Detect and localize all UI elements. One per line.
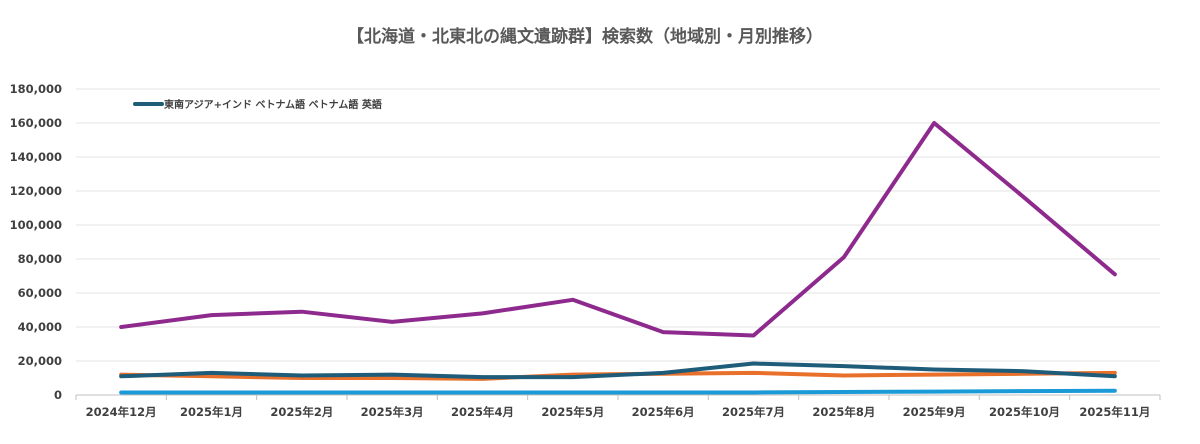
x-tick-label: 2025年3月 — [361, 405, 424, 419]
series-lines — [119, 121, 1117, 395]
series-line-purple — [119, 121, 1117, 338]
x-axis: 2024年12月 2025年1月 2025年2月 2025年3月 2025年4月 2025… — [75, 395, 1161, 419]
x-tick-label: 2025年9月 — [903, 405, 966, 419]
legend-label: 東南アジア+インド ベトナム語 ベトナム語 英語 — [164, 98, 382, 111]
series-line-light-blue — [119, 388, 1117, 395]
y-tick-label: 100,000 — [10, 218, 62, 232]
y-tick-label: 0 — [54, 388, 62, 402]
x-tick-label: 2025年8月 — [812, 405, 875, 419]
y-tick-label: 160,000 — [10, 116, 62, 130]
gridlines — [76, 88, 1160, 396]
y-tick-label: 20,000 — [18, 354, 62, 368]
y-tick-label: 120,000 — [10, 184, 62, 198]
y-tick-label: 80,000 — [18, 252, 62, 266]
x-tick-label: 2025年11月 — [1079, 405, 1150, 419]
y-tick-label: 140,000 — [10, 150, 62, 164]
x-tick-label: 2025年5月 — [541, 405, 604, 419]
series-line-東南アジア+インド ベトナム語 ベトナム語 英語 — [119, 361, 1117, 380]
x-tick-label: 2025年2月 — [270, 405, 333, 419]
y-tick-label: 180,000 — [10, 82, 62, 96]
x-tick-label: 2025年4月 — [451, 405, 514, 419]
chart-title: 【北海道・北東北の縄文遺跡群】検索数（地域別・月別推移） — [347, 26, 823, 47]
y-tick-label: 40,000 — [18, 320, 62, 334]
y-axis: 0 20,000 40,000 60,000 80,000 100,000 120,000 1… — [10, 82, 62, 402]
x-tick-label: 2025年7月 — [722, 405, 785, 419]
x-tick-label: 2025年6月 — [632, 405, 695, 419]
x-tick-label: 2024年12月 — [86, 405, 157, 419]
x-tick-label: 2025年1月 — [180, 405, 243, 419]
legend: 東南アジア+インド ベトナム語 ベトナム語 英語 — [133, 98, 382, 111]
x-tick-label: 2025年10月 — [989, 405, 1060, 419]
y-tick-label: 60,000 — [18, 286, 62, 300]
